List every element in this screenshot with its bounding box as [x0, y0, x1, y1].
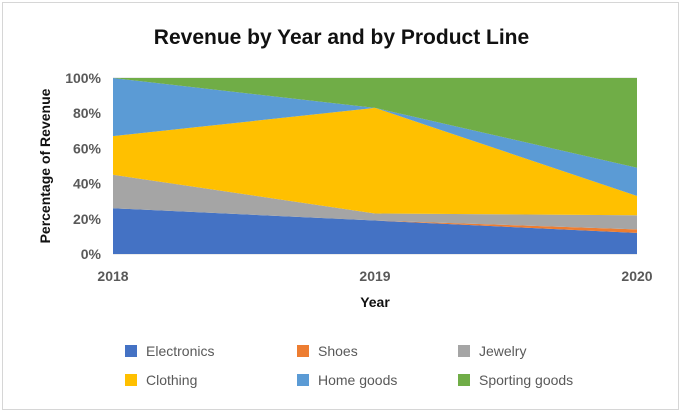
- x-tick-label: 2019: [359, 268, 390, 284]
- legend-swatch: [297, 345, 309, 357]
- y-tick-label: 100%: [65, 70, 101, 86]
- x-axis-title: Year: [360, 294, 390, 310]
- y-tick-label: 20%: [73, 211, 102, 227]
- legend-swatch: [125, 374, 137, 386]
- legend-label: Clothing: [146, 372, 198, 388]
- chart-title: Revenue by Year and by Product Line: [153, 26, 530, 49]
- x-tick-label: 2018: [97, 268, 128, 284]
- legend-swatch: [297, 374, 309, 386]
- y-tick-label: 80%: [73, 105, 102, 121]
- legend-swatch: [458, 374, 470, 386]
- area-sporting-goods: [113, 78, 637, 168]
- legend-label: Electronics: [146, 343, 215, 359]
- legend-item-home-goods: Home goods: [297, 372, 397, 388]
- legend-label: Jewelry: [479, 343, 527, 359]
- y-tick-label: 40%: [73, 176, 102, 192]
- area-jewelry: [113, 174, 637, 230]
- legend-item-clothing: Clothing: [125, 372, 197, 388]
- area-electronics: [113, 208, 637, 254]
- legend-label: Sporting goods: [479, 372, 574, 388]
- legend-swatch: [458, 345, 470, 357]
- legend-item-sporting-goods: Sporting goods: [458, 372, 573, 388]
- legend-item-shoes: Shoes: [297, 343, 358, 359]
- y-tick-label: 60%: [73, 140, 102, 156]
- x-tick-label: 2020: [621, 268, 652, 284]
- legend-item-electronics: Electronics: [125, 343, 214, 359]
- legend-swatch: [125, 345, 137, 357]
- y-tick-label: 0%: [81, 246, 102, 262]
- legend-label: Shoes: [318, 343, 358, 359]
- area-clothing: [113, 107, 637, 216]
- area-home-goods: [113, 78, 637, 196]
- legend-item-jewelry: Jewelry: [458, 343, 526, 359]
- y-axis-title: Percentage of Revenue: [37, 88, 53, 243]
- legend-label: Home goods: [318, 372, 398, 388]
- legend: Electronics Shoes Jewelry Clothing Home good…: [0, 338, 683, 398]
